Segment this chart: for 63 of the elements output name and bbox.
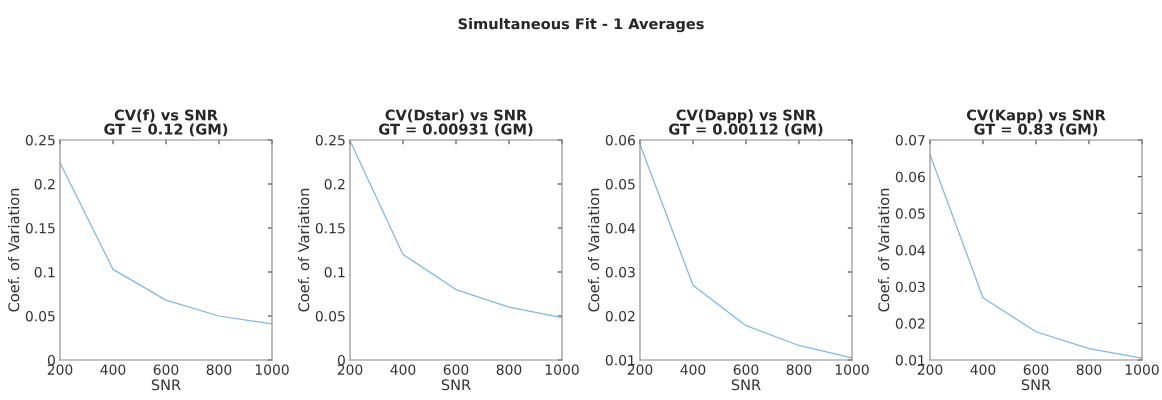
y-tick-label: 0.2 — [34, 178, 55, 190]
y-tick-label: 0.01 — [605, 354, 635, 366]
y-tick-label: 0.15 — [25, 222, 55, 234]
x-tick-label: 600 — [1023, 364, 1049, 375]
y-axis-title: Coef. of Variation — [878, 188, 890, 312]
y-tick-label: 0.06 — [895, 171, 925, 183]
x-tick-label: 400 — [680, 364, 706, 375]
y-tick-label: 0.2 — [324, 178, 345, 190]
x-axis-title: SNR — [731, 379, 761, 391]
x-tick-label: 1000 — [835, 364, 869, 375]
x-tick-label: 1000 — [255, 364, 289, 375]
y-tick-label: 0.02 — [605, 310, 635, 322]
y-axis-title: Coef. of Variation — [588, 188, 600, 312]
x-tick-label: 800 — [1076, 364, 1102, 375]
chart-title: CV(Kapp) vs SNR — [966, 109, 1106, 124]
x-tick-label: 400 — [970, 364, 996, 375]
x-tick-label: 600 — [153, 364, 179, 375]
x-axis-title: SNR — [441, 379, 471, 391]
x-tick-label: 200 — [917, 364, 943, 375]
x-axis-title: SNR — [151, 379, 181, 391]
y-tick-label: 0.07 — [895, 134, 925, 146]
y-axis-title: Coef. of Variation — [8, 188, 20, 312]
y-tick-label: 0.05 — [25, 310, 55, 322]
chart-subtitle: GT = 0.12 (GM) — [104, 123, 228, 137]
chart-title: CV(Dapp) vs SNR — [676, 109, 816, 124]
y-tick-label: 0.25 — [25, 134, 55, 146]
y-axis-title: Coef. of Variation — [298, 188, 310, 312]
chart-title: CV(f) vs SNR — [114, 109, 218, 123]
y-tick-label: 0.15 — [315, 222, 345, 234]
y-tick-label: 0.04 — [605, 222, 636, 234]
x-tick-label: 800 — [786, 364, 812, 375]
x-tick-label: 400 — [100, 364, 126, 375]
y-tick-label: 0.03 — [895, 281, 925, 293]
x-tick-label: 200 — [337, 364, 363, 375]
y-tick-label: 0.05 — [315, 310, 345, 322]
y-tick-label: 0 — [47, 354, 55, 366]
x-tick-label: 1000 — [1125, 364, 1159, 375]
y-tick-label: 0.1 — [324, 266, 345, 278]
x-tick-label: 800 — [496, 364, 522, 375]
chart-subtitle: GT = 0.83 (GM) — [974, 123, 1098, 137]
y-tick-label: 0.03 — [605, 266, 635, 278]
y-tick-label: 0.02 — [895, 318, 925, 329]
y-tick-label: 0.25 — [315, 134, 345, 146]
y-tick-label: 0.05 — [895, 208, 925, 219]
y-tick-label: 0.06 — [605, 134, 635, 146]
x-tick-label: 400 — [390, 364, 416, 375]
text: Simultaneous Fit - 1 Averages — [458, 18, 704, 33]
x-tick-label: 1000 — [545, 364, 579, 375]
x-tick-label: 600 — [443, 364, 469, 375]
x-tick-label: 200 — [47, 364, 73, 375]
line-series — [60, 162, 272, 325]
y-tick-label: 0.04 — [895, 244, 926, 256]
x-tick-label: 800 — [206, 364, 232, 375]
x-tick-label: 200 — [627, 364, 653, 375]
x-axis-title: SNR — [1021, 379, 1051, 391]
y-tick-label: 0.1 — [34, 266, 55, 278]
y-tick-label: 0.01 — [895, 354, 925, 366]
chart-title: CV(Dstar) vs SNR — [385, 109, 527, 123]
y-tick-label: 0 — [337, 354, 345, 366]
x-tick-label: 600 — [733, 364, 759, 375]
chart-subtitle: GT = 0.00112 (GM) — [669, 123, 823, 137]
y-tick-label: 0.05 — [605, 178, 635, 190]
chart-subtitle: GT = 0.00931 (GM) — [379, 123, 533, 137]
